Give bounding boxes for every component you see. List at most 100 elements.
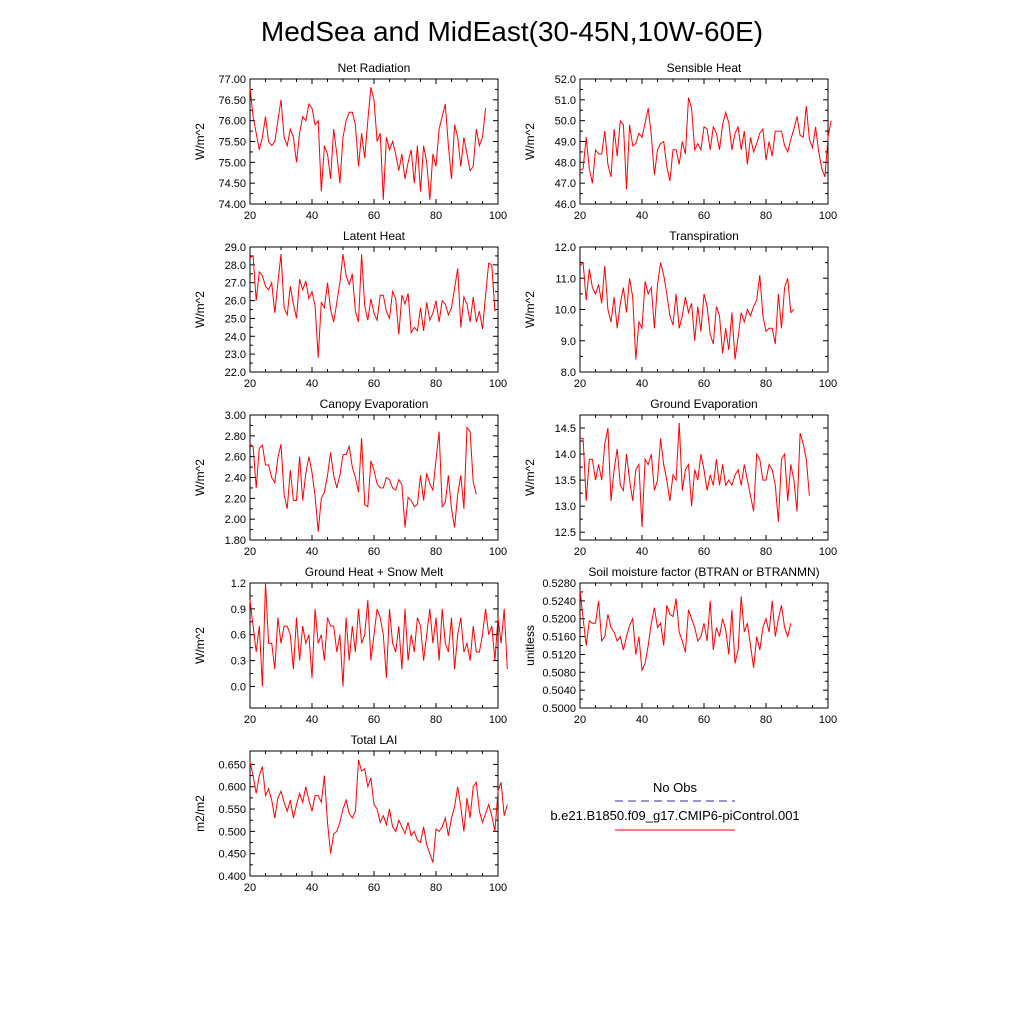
y-tick-label: 0.5280: [542, 578, 576, 590]
x-tick-label: 100: [819, 714, 837, 726]
y-axis-label: W/m^2: [523, 459, 537, 496]
plot-frame: [579, 414, 829, 541]
y-axis-label: W/m^2: [523, 123, 537, 160]
y-tick-label: 12.5: [555, 527, 576, 539]
x-tick-label: 60: [698, 378, 710, 390]
x-tick-label: 80: [760, 714, 772, 726]
x-tick-label: 40: [636, 210, 648, 222]
y-tick-label: 1.2: [231, 578, 246, 590]
y-axis-label: W/m^2: [193, 627, 207, 664]
x-tick-label: 60: [698, 714, 710, 726]
y-tick-label: 0.9: [231, 604, 246, 616]
y-tick-label: 2.00: [225, 514, 246, 526]
y-tick-label: 74.00: [218, 199, 246, 211]
series-line: [249, 254, 496, 358]
chart-title: Ground Evaporation: [650, 397, 757, 411]
y-tick-label: 76.00: [218, 116, 246, 128]
y-tick-label: 23.0: [225, 349, 246, 361]
y-tick-label: 0.3: [231, 656, 246, 668]
y-tick-label: 9.0: [561, 336, 576, 348]
chart-panel-5: Canopy Evaporation 20 40 60 80 100 1.80 2.00 2.2…: [193, 397, 507, 558]
x-tick-label: 40: [636, 546, 648, 558]
y-tick-label: 74.50: [218, 178, 246, 190]
chart-title: Transpiration: [669, 229, 739, 243]
y-tick-label: 27.0: [225, 278, 246, 290]
y-tick-label: 8.0: [561, 367, 576, 379]
chart-panel-3: Latent Heat 20 40 60 80 100 22.0 23.0 24.0 25.0 26…: [193, 229, 507, 390]
y-axis-label: W/m^2: [193, 123, 207, 160]
x-tick-label: 100: [489, 210, 507, 222]
y-tick-label: 28.0: [225, 260, 246, 272]
chart-title: Soil moisture factor (BTRAN or BTRANMN): [588, 565, 819, 579]
x-tick-label: 20: [574, 714, 586, 726]
y-axis-label: W/m^2: [193, 459, 207, 496]
y-tick-label: 1.80: [225, 535, 246, 547]
y-tick-label: 0.450: [218, 849, 246, 861]
series-line: [249, 759, 508, 863]
x-tick-label: 40: [306, 546, 318, 558]
x-tick-label: 40: [306, 378, 318, 390]
x-tick-label: 80: [430, 546, 442, 558]
y-tick-label: 76.50: [218, 95, 246, 107]
chart-panel-9: Total LAI 20 40 60 80 100 0.400 0.450 0.500 0.550…: [193, 733, 508, 894]
y-tick-label: 2.60: [225, 452, 246, 464]
x-tick-label: 40: [306, 882, 318, 894]
y-tick-label: 0.550: [218, 804, 246, 816]
x-tick-label: 100: [489, 714, 507, 726]
chart-panel-8: Soil moisture factor (BTRAN or BTRANMN) 2…: [523, 565, 837, 726]
x-tick-label: 80: [430, 882, 442, 894]
y-tick-label: 2.40: [225, 473, 246, 485]
x-tick-label: 40: [636, 714, 648, 726]
figure-title: MedSea and MidEast(30-45N,10W-60E): [261, 16, 763, 47]
x-tick-label: 40: [636, 378, 648, 390]
chart-panel-4: Transpiration 20 40 60 80 100 8.0 9.0 10.0 11.0 12…: [523, 229, 837, 390]
chart-title: Canopy Evaporation: [320, 397, 429, 411]
chart-panel-7: Ground Heat + Snow Melt 20 40 60 80 100 0.0 0.3…: [193, 565, 508, 726]
y-tick-label: 10.0: [555, 305, 576, 317]
legend-model-label: b.e21.B1850.f09_g17.CMIP6-piControl.001: [550, 808, 799, 823]
y-tick-label: 11.0: [555, 273, 576, 285]
y-axis-label: W/m^2: [523, 291, 537, 328]
y-tick-label: 26.0: [225, 296, 246, 308]
x-tick-label: 60: [368, 546, 380, 558]
x-tick-label: 40: [306, 714, 318, 726]
chart-title: Net Radiation: [338, 61, 411, 75]
x-tick-label: 20: [574, 210, 586, 222]
x-tick-label: 100: [819, 546, 837, 558]
y-tick-label: 0.400: [218, 871, 246, 883]
y-tick-label: 49.0: [555, 137, 576, 149]
x-tick-label: 60: [368, 882, 380, 894]
x-tick-label: 80: [760, 378, 772, 390]
x-tick-label: 100: [819, 210, 837, 222]
x-tick-label: 100: [489, 882, 507, 894]
y-tick-label: 0.5080: [542, 667, 576, 679]
y-tick-label: 24.0: [225, 331, 246, 343]
x-tick-label: 60: [368, 714, 380, 726]
y-tick-label: 0.500: [218, 826, 246, 838]
x-tick-label: 60: [698, 546, 710, 558]
chart-title: Sensible Heat: [667, 61, 742, 75]
y-tick-label: 0.5000: [542, 703, 576, 715]
y-tick-label: 13.5: [555, 475, 576, 487]
y-tick-label: 0.600: [218, 782, 246, 794]
chart-title: Ground Heat + Snow Melt: [305, 565, 444, 579]
y-tick-label: 0.650: [218, 759, 246, 771]
y-tick-label: 0.5040: [542, 685, 576, 697]
chart-panel-1: Net Radiation 20 40 60 80 100 74.00 74.50 75.00 7…: [193, 61, 507, 222]
plot-frame: [249, 750, 499, 877]
y-tick-label: 0.5240: [542, 596, 576, 608]
plot-frame: [249, 582, 499, 709]
y-tick-label: 50.0: [555, 116, 576, 128]
y-tick-label: 48.0: [555, 157, 576, 169]
y-axis-label: m2/m2: [193, 795, 207, 832]
y-tick-label: 29.0: [225, 242, 246, 254]
x-tick-label: 100: [819, 378, 837, 390]
x-tick-label: 80: [430, 210, 442, 222]
y-tick-label: 52.0: [555, 74, 576, 86]
y-tick-label: 12.0: [555, 242, 576, 254]
y-tick-label: 3.00: [225, 410, 246, 422]
x-tick-label: 100: [489, 546, 507, 558]
x-tick-label: 60: [698, 210, 710, 222]
x-tick-label: 40: [306, 210, 318, 222]
chart-panel-2: Sensible Heat 20 40 60 80 100 46.0 47.0 48.0 49.0…: [523, 61, 837, 222]
